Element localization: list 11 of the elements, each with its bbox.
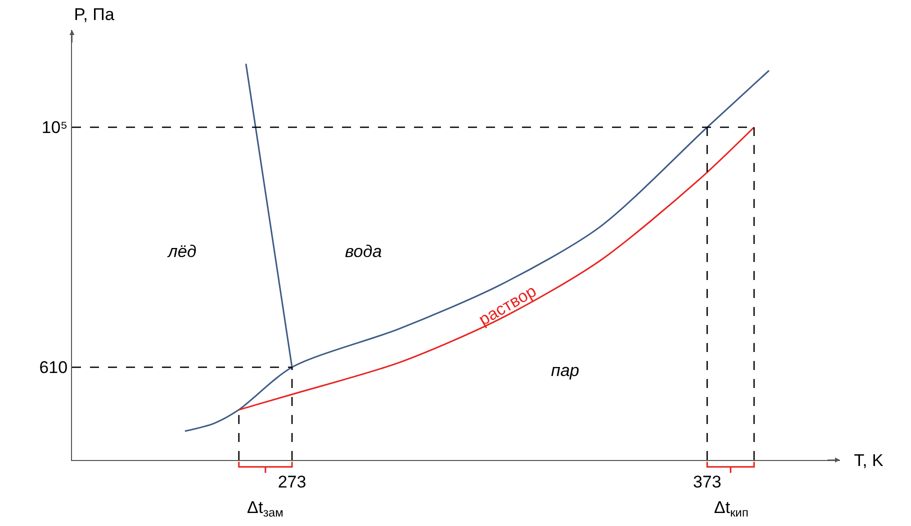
x-axis-title: T, K (854, 451, 884, 470)
text: Δt$_{зам}$ (247, 498, 284, 520)
annotation: лёд (167, 242, 196, 261)
y-tick-label: 610 (39, 358, 68, 378)
annotation: вода (345, 242, 382, 261)
y-axis-title: P, Па (74, 5, 115, 24)
text: Δt$_{кип}$ (714, 498, 748, 520)
annotation: пар (551, 361, 580, 380)
y-tick-label: 10⁵ (42, 118, 68, 138)
x-tick-label: 273 (278, 472, 306, 492)
x-tick-label: 373 (692, 472, 722, 492)
